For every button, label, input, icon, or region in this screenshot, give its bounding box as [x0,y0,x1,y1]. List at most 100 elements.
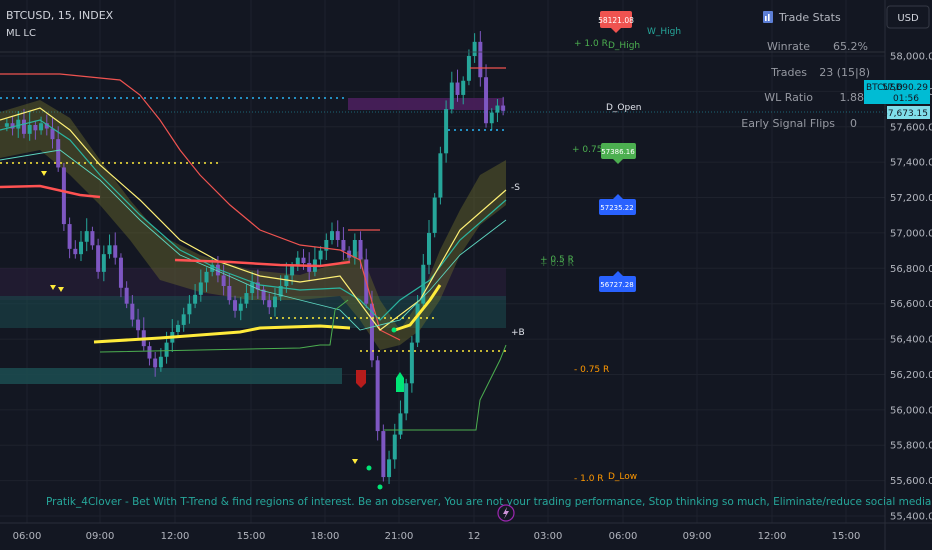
candle-body [335,231,340,240]
candle-body [358,240,363,260]
trade-stats-table: Trade Stats Winrate 65.2% Trades 23 (15|… [741,11,870,130]
candle-body [455,82,460,95]
stats-label-winrate: Winrate [767,40,810,53]
candle-body [221,275,226,286]
time-tick: 21:00 [385,531,414,542]
stats-chart-icon-bar2 [768,14,770,21]
down-triangle-marker [50,285,56,290]
green-price-pointer [613,159,623,164]
stats-value-flips: 0 [850,117,857,130]
candle-body [295,257,300,267]
down-triangle-marker [58,287,64,292]
time-tick: 09:00 [683,531,712,542]
minus-1r-label: - 1.0 R [574,474,604,484]
last-price-value: 57,690.29 [882,83,928,93]
candle-body [113,245,118,258]
candle-body [484,77,489,124]
candle-body [56,139,61,168]
time-tick: 03:00 [534,531,563,542]
time-tick: 09:00 [86,531,115,542]
candle-body [61,167,66,225]
currency-button[interactable] [886,5,930,29]
price-axis[interactable]: 58,000.0057,800.0057,600.0057,400.0057,2… [890,52,932,523]
stats-label-wl: WL Ratio [764,91,813,104]
lightning-icon [503,507,509,519]
currency-label: USD [897,13,919,24]
yellow-ma-line [0,107,507,331]
symbol-title[interactable]: BTCUSD, 15, INDEX [6,9,114,22]
red-trail-line [0,73,401,341]
candle-body [301,257,306,263]
stats-chart-icon-bar1 [765,16,767,21]
time-tick: 12 [468,531,481,542]
candle-body [330,231,335,240]
price-tick: 56,600.00 [890,299,932,310]
price-tick: 56,000.00 [890,405,932,416]
candle-body [204,271,209,283]
sell-signal-marker [356,370,366,388]
candle-body [472,41,477,56]
signal-dot [366,465,372,471]
candle-body [79,241,84,255]
top-price-pointer [611,28,621,33]
candle-body [426,232,431,265]
candle-body [187,303,192,315]
cyan-ma-line [0,149,507,331]
green-price-text: 57386.16 [601,148,635,156]
candle-body [341,240,346,251]
time-axis[interactable]: 06:00 09:00 12:00 15:00 18:00 21:00 12 03:00 06:… [13,531,861,542]
blue-price-pointer-2 [613,271,623,276]
candle-body [227,286,232,301]
candle-body [118,257,123,288]
d-low-label: D_Low [608,472,637,482]
candle-body [4,123,9,127]
indicator-name[interactable]: ML LC [6,28,36,39]
candle-body [387,459,392,478]
blue-price-text-2: 56727.28 [600,281,633,289]
top-price-box [600,11,632,28]
candle-body [261,289,266,301]
stats-value-trades: 23 (15|8) [819,66,870,79]
candle-body [318,250,323,260]
candle-body [375,360,380,432]
candle-body [193,294,198,304]
candle-body [290,266,295,276]
time-tick: 12:00 [161,531,190,542]
candle-body [398,413,403,435]
price-tick: 56,400.00 [890,335,932,346]
candle-body [181,314,186,325]
last-price-tags: BTCUSD 57,690.29 01:56 57,673.15 [864,80,930,119]
price-tick: 58,000.00 [890,52,932,63]
resistance-thick-line [174,258,351,268]
green-price-box [601,143,636,159]
candle-body [478,41,483,78]
green-trail-line [99,299,349,353]
indicator-lines [0,51,885,490]
candle-body [101,254,106,272]
minus-s-label: -S [511,183,520,193]
candle-body [278,286,283,297]
candle-body [124,287,129,304]
candle-body [233,300,238,311]
candle-body [158,356,163,368]
top-price-text: 58121.08 [598,16,634,25]
candle-body [415,303,420,343]
candle-body [67,224,72,249]
price-tick: 55,600.00 [890,476,932,487]
green-lower-line [384,344,507,431]
down-triangle-marker [41,171,47,176]
time-tick: 06:00 [609,531,638,542]
price-tick: 57,600.00 [890,122,932,133]
candle-body [90,231,95,246]
candle-body [50,128,55,140]
candle-body [466,56,471,81]
blue-price-box-2 [599,276,636,292]
plus-05r-label: + 0.5 R [540,255,574,265]
blue-price-pointer-1 [613,194,623,199]
plus-1r-label: + 1.0 R [574,39,608,49]
symbol-tag-bg [864,80,894,92]
stats-label-trades: Trades [770,66,807,79]
support-thick-line [93,324,351,344]
